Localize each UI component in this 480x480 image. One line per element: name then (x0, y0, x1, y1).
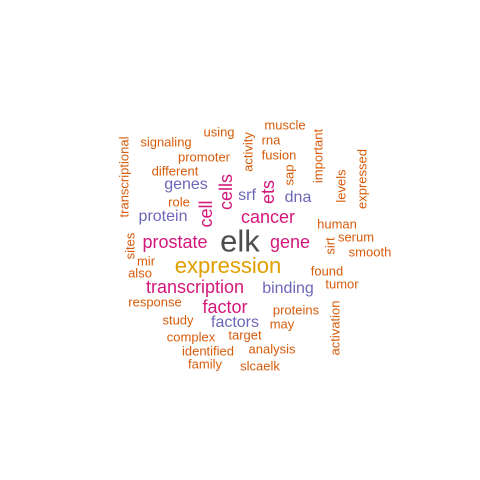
word-srf: srf (238, 188, 256, 204)
word-fusion: fusion (262, 149, 297, 162)
word-cell: cell (197, 200, 215, 227)
word-levels: levels (335, 169, 348, 202)
word-promoter: promoter (178, 151, 230, 164)
word-genes: genes (164, 177, 208, 193)
word-tumor: tumor (325, 278, 358, 291)
word-complex: complex (167, 331, 215, 344)
word-rna: rna (262, 134, 281, 147)
word-protein: protein (139, 209, 188, 225)
word-activation: activation (329, 301, 342, 356)
word-also: also (128, 267, 152, 280)
word-cancer: cancer (241, 208, 295, 226)
word-proteins: proteins (273, 304, 319, 317)
word-smooth: smooth (349, 246, 392, 259)
word-may: may (270, 318, 295, 331)
word-activity: activity (242, 132, 255, 172)
word-sites: sites (124, 233, 137, 260)
word-slcaelk: slcaelk (240, 360, 280, 373)
word-family: family (188, 358, 222, 371)
word-cells: cells (217, 174, 235, 210)
word-important: important (312, 129, 325, 183)
word-expressed: expressed (356, 149, 369, 209)
word-transcriptional: transcriptional (118, 137, 131, 218)
word-ets: ets (259, 180, 277, 204)
word-sap: sap (283, 165, 296, 186)
word-binding: binding (262, 281, 314, 297)
word-prostate: prostate (142, 233, 207, 251)
word-dna: dna (285, 190, 312, 206)
word-role: role (168, 196, 190, 209)
word-signaling: signaling (140, 136, 191, 149)
word-expression: expression (175, 255, 281, 277)
word-serum: serum (338, 231, 374, 244)
word-using: using (203, 126, 234, 139)
word-muscle: muscle (264, 119, 305, 132)
word-target: target (228, 329, 261, 342)
word-sirt: sirt (324, 237, 337, 254)
word-transcription: transcription (146, 278, 244, 296)
word-study: study (162, 314, 193, 327)
word-analysis: analysis (249, 343, 296, 356)
word-different: different (152, 165, 199, 178)
word-gene: gene (270, 233, 310, 251)
word-response: response (128, 296, 181, 309)
word-elk: elk (220, 226, 260, 257)
